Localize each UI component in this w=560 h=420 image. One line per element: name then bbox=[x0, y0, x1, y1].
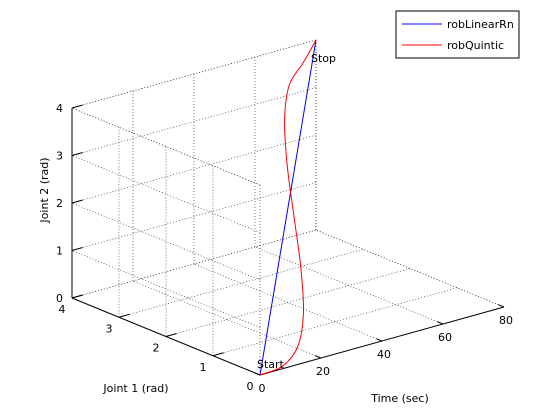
y-tick-label: 3 bbox=[106, 322, 113, 335]
y-tick-mark bbox=[212, 352, 224, 357]
y-tick-mark bbox=[118, 313, 130, 318]
legend-label-robLinearRn: robLinearRn bbox=[447, 18, 514, 31]
y-tick-mark bbox=[165, 333, 177, 337]
x-tick-label: 20 bbox=[316, 365, 330, 378]
series-line-robLinearRn bbox=[259, 39, 317, 376]
box-edge-back bbox=[71, 107, 261, 186]
grid-sidewall-z bbox=[71, 155, 261, 233]
grid-backwall-z bbox=[71, 182, 317, 251]
stop-annotation: Stop bbox=[311, 52, 336, 65]
y-axis-label: Joint 1 (rad) bbox=[102, 382, 168, 395]
y-tick-label: 0 bbox=[247, 380, 254, 393]
z-tick-mark bbox=[71, 294, 83, 299]
z-tick-label: 2 bbox=[56, 197, 63, 210]
series-layer bbox=[259, 39, 317, 376]
z-tick-label: 4 bbox=[56, 102, 63, 115]
grid-sidewall-z bbox=[71, 250, 261, 328]
y-tick-label: 4 bbox=[59, 303, 66, 316]
x-tick-label: 60 bbox=[438, 331, 452, 344]
z-tick-label: 1 bbox=[56, 245, 63, 258]
x-tick-label: 0 bbox=[259, 382, 266, 395]
z-tick-mark bbox=[71, 104, 83, 109]
start-annotation: Start bbox=[257, 358, 285, 371]
box-edge-back bbox=[71, 39, 317, 109]
x-tick-mark bbox=[254, 372, 261, 376]
grid-backwall-z bbox=[71, 87, 317, 156]
grid-floor-x bbox=[193, 263, 383, 342]
grid-backwall-z bbox=[71, 229, 317, 299]
z-axis-label: Joint 2 (rad) bbox=[38, 157, 51, 223]
grid-floor-y bbox=[212, 287, 458, 357]
x-axis-label: Time (sec) bbox=[370, 392, 429, 405]
grid-backwall-z bbox=[71, 134, 317, 204]
z-tick-mark bbox=[71, 247, 83, 251]
z-tick-label: 3 bbox=[56, 150, 63, 163]
x-tick-mark bbox=[498, 304, 505, 308]
y-tick-label: 2 bbox=[153, 342, 160, 355]
grid-sidewall-z bbox=[71, 202, 261, 281]
series-line-robQuintic bbox=[259, 39, 317, 376]
x-tick-label: 40 bbox=[377, 348, 391, 361]
legend-box bbox=[395, 10, 520, 59]
legend: robLinearRn robQuintic bbox=[395, 10, 520, 59]
grid-floor-x bbox=[132, 280, 322, 359]
grid-floor-x bbox=[254, 246, 444, 325]
axes-box bbox=[71, 104, 505, 376]
x-tick-label: 80 bbox=[499, 314, 513, 327]
grid-floor-y bbox=[165, 268, 411, 337]
x-tick-mark bbox=[315, 355, 322, 359]
box-edge-back bbox=[315, 229, 505, 308]
x-tick-mark bbox=[437, 321, 444, 325]
z-tick-mark bbox=[71, 152, 83, 156]
y-tick-label: 1 bbox=[200, 361, 207, 374]
legend-label-robQuintic: robQuintic bbox=[447, 39, 504, 52]
z-tick-mark bbox=[71, 199, 83, 204]
x-tick-mark bbox=[376, 338, 383, 342]
z-tick-label: 0 bbox=[56, 292, 63, 305]
grid-floor-y bbox=[118, 248, 364, 318]
